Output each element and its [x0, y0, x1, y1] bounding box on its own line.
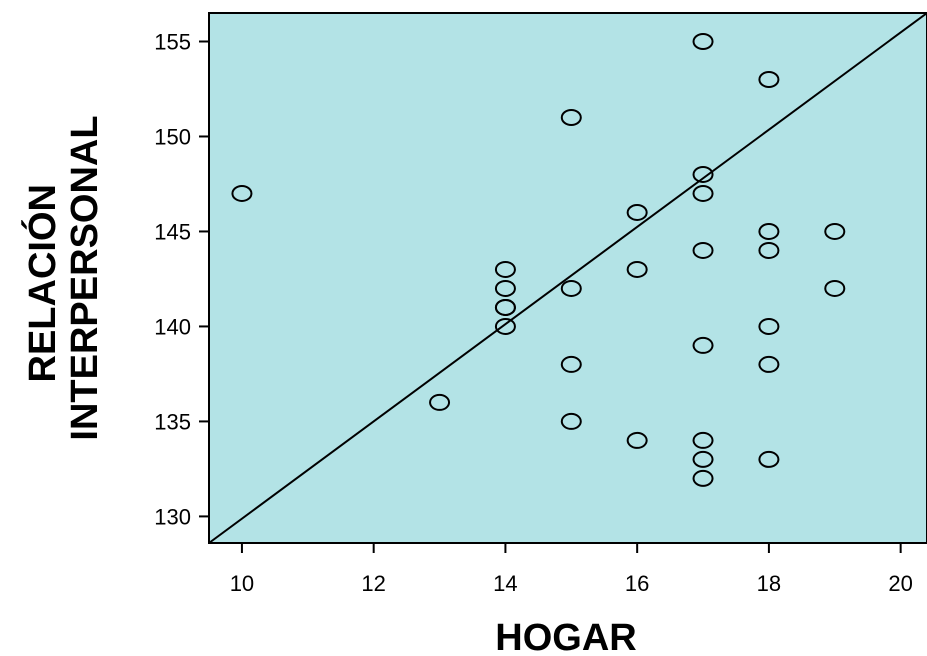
x-tick-label: 20	[888, 571, 912, 596]
data-point	[758, 355, 780, 373]
data-point	[758, 317, 780, 335]
data-point	[692, 165, 714, 183]
data-point	[494, 298, 516, 316]
data-point	[626, 203, 648, 221]
x-tick-label: 12	[361, 571, 385, 596]
data-point	[758, 222, 780, 240]
data-point	[560, 355, 582, 373]
x-tick-label: 10	[230, 571, 254, 596]
reference-line	[208, 12, 927, 544]
x-tick-label: 16	[625, 571, 649, 596]
data-point	[494, 260, 516, 278]
y-tick-label: 135	[154, 409, 191, 434]
y-axis-title: RELACIÓN INTERPERSONAL	[20, 115, 106, 440]
x-axis-title: HOGAR	[495, 617, 636, 656]
y-axis-title-line-2: INTERPERSONAL	[64, 115, 106, 440]
data-point	[494, 317, 516, 335]
y-tick-label: 145	[154, 219, 191, 244]
data-point	[692, 32, 714, 50]
y-tick-label: 130	[154, 504, 191, 529]
data-point	[692, 241, 714, 259]
x-tick-label: 14	[493, 571, 517, 596]
data-point	[560, 412, 582, 430]
x-axis: 10 12 14 16 18 20	[230, 543, 913, 596]
y-tick-label: 150	[154, 124, 191, 149]
data-point	[692, 336, 714, 354]
y-axis-title-line-1: RELACIÓN	[20, 184, 64, 382]
y-tick-label: 155	[154, 29, 191, 54]
data-point	[626, 260, 648, 278]
data-point	[560, 279, 582, 297]
data-point	[758, 450, 780, 468]
data-point	[429, 393, 451, 411]
data-point	[758, 241, 780, 259]
data-point	[692, 469, 714, 487]
data-point	[692, 431, 714, 449]
data-point	[560, 108, 582, 126]
data-point	[824, 222, 846, 240]
x-tick-label: 18	[757, 571, 781, 596]
data-point	[758, 70, 780, 88]
y-axis: 130 135 140 145 150 155	[154, 29, 209, 529]
data-point	[692, 450, 714, 468]
data-point	[824, 279, 846, 297]
data-point	[494, 279, 516, 297]
data-point	[231, 184, 253, 202]
data-point	[626, 431, 648, 449]
data-points	[231, 32, 846, 487]
y-tick-label: 140	[154, 314, 191, 339]
data-point	[692, 184, 714, 202]
